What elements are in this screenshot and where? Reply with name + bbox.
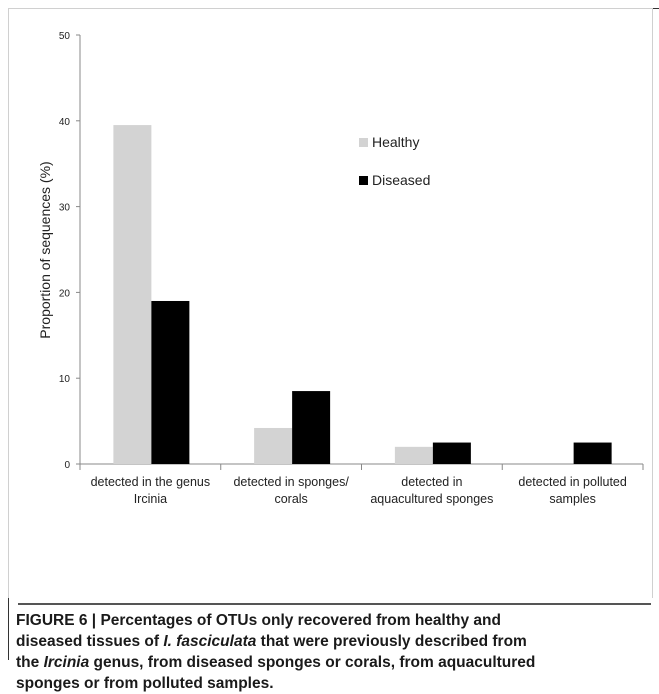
bar-diseased-1 bbox=[292, 391, 331, 464]
legend-label-healthy: Healthy bbox=[372, 134, 419, 150]
chart-x-labels: detected in the genus Ircinia detected in … bbox=[91, 475, 627, 506]
bar-diseased-2 bbox=[432, 442, 471, 464]
x-category-label: corals bbox=[274, 492, 307, 506]
caption-line-3: the Ircinia genus, from diseased sponges… bbox=[16, 654, 536, 671]
caption-label: FIGURE 6 | bbox=[16, 612, 101, 629]
x-category-label: detected in polluted bbox=[518, 475, 626, 489]
x-category-label: samples bbox=[549, 492, 596, 506]
legend-swatch-diseased bbox=[359, 176, 368, 185]
bar-healthy-0 bbox=[113, 125, 152, 464]
caption-line-4: sponges or from polluted samples. bbox=[16, 675, 274, 692]
y-tick-label: 10 bbox=[59, 374, 71, 385]
caption-line-1: FIGURE 6 | Percentages of OTUs only reco… bbox=[16, 612, 501, 629]
bar-chart: 0 10 20 30 40 50 detected in the genus Ircinia… bbox=[37, 31, 644, 506]
bar-healthy-1 bbox=[254, 427, 293, 464]
caption-line-2: diseased tissues of I. fasciculata that … bbox=[16, 633, 527, 650]
chart-bars bbox=[113, 125, 612, 464]
bar-diseased-0 bbox=[151, 300, 190, 464]
legend-label-diseased: Diseased bbox=[372, 172, 430, 188]
x-category-label: aquacultured sponges bbox=[370, 492, 493, 506]
bar-diseased-3 bbox=[573, 442, 612, 464]
y-tick-label: 50 bbox=[59, 31, 71, 42]
x-category-label: detected in bbox=[401, 475, 462, 489]
caption-divider bbox=[18, 603, 651, 605]
x-category-label: detected in the genus bbox=[91, 475, 211, 489]
legend-swatch-healthy bbox=[359, 138, 368, 147]
chart-ticks: 0 10 20 30 40 50 bbox=[59, 31, 644, 471]
y-tick-label: 30 bbox=[59, 203, 71, 214]
y-tick-label: 40 bbox=[59, 117, 71, 128]
x-category-label: detected in sponges/ bbox=[233, 475, 349, 489]
y-axis-label: Proportion of sequences (%) bbox=[37, 161, 53, 338]
figure-caption: FIGURE 6 | Percentages of OTUs only reco… bbox=[16, 610, 652, 694]
y-tick-label: 20 bbox=[59, 288, 71, 299]
y-tick-label: 0 bbox=[64, 460, 70, 471]
chart-legend: Healthy Diseased bbox=[359, 134, 430, 188]
bar-healthy-2 bbox=[394, 446, 433, 464]
x-category-label: Ircinia bbox=[134, 492, 167, 506]
